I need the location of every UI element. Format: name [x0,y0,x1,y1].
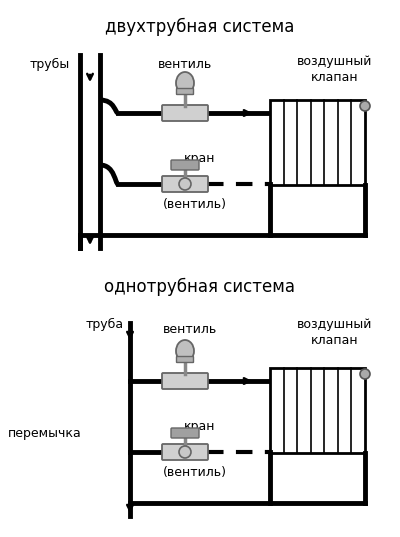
FancyBboxPatch shape [176,89,194,95]
Text: труба: труба [86,318,124,331]
Circle shape [179,446,191,458]
Text: (вентиль): (вентиль) [163,466,227,479]
Ellipse shape [176,340,194,362]
Text: кран: кран [184,420,216,433]
Text: воздушный
клапан: воздушный клапан [297,55,373,84]
FancyBboxPatch shape [162,105,208,121]
FancyBboxPatch shape [162,444,208,460]
Text: кран: кран [184,152,216,165]
Text: вентиль: вентиль [163,323,217,336]
FancyBboxPatch shape [176,357,194,362]
Circle shape [360,369,370,379]
Text: трубы: трубы [30,58,70,71]
Circle shape [360,101,370,111]
Text: вентиль: вентиль [158,58,212,71]
Text: (вентиль): (вентиль) [163,198,227,211]
FancyBboxPatch shape [162,373,208,389]
Ellipse shape [176,72,194,94]
Circle shape [179,178,191,190]
Text: воздушный
клапан: воздушный клапан [297,318,373,347]
Text: перемычка: перемычка [8,426,82,439]
Text: двухтрубная система: двухтрубная система [105,18,295,36]
Bar [270,368,365,453]
Bar [270,100,365,185]
FancyBboxPatch shape [171,160,199,170]
FancyBboxPatch shape [171,428,199,438]
FancyBboxPatch shape [162,176,208,192]
Text: однотрубная система: однотрубная система [104,278,296,296]
